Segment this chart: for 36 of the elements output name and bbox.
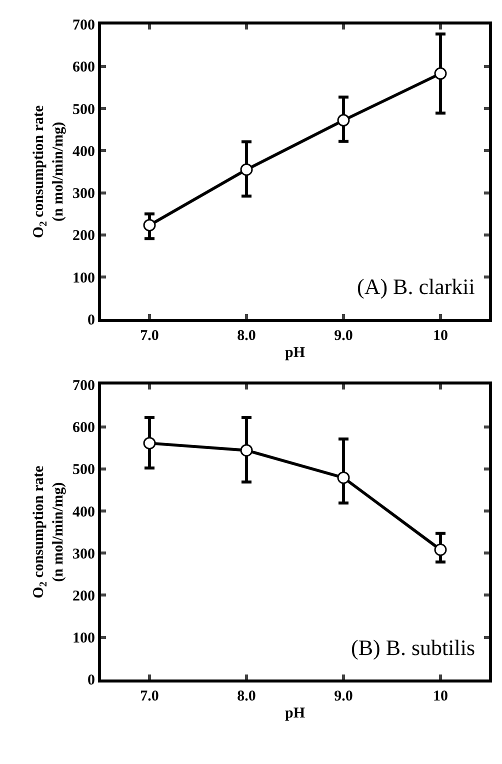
y-tick-label: 300 — [72, 186, 96, 202]
x-tick-label: 9.0 — [334, 328, 353, 344]
point — [434, 67, 447, 80]
point — [143, 436, 156, 450]
x-tick-label: 8.0 — [237, 328, 256, 344]
point — [337, 114, 350, 127]
x-tick-label: 8.0 — [237, 688, 256, 704]
point — [240, 444, 253, 457]
x-tick-label: 9.0 — [334, 688, 353, 704]
y-tick-label: 0 — [88, 312, 96, 328]
y-tick-label: 600 — [72, 60, 96, 76]
y-tick-label: 200 — [72, 228, 96, 244]
y-tick-label: 100 — [72, 270, 96, 286]
y-tick-label: 700 — [72, 18, 96, 34]
y-tick-label: 300 — [72, 546, 96, 562]
point — [240, 163, 253, 176]
x-tick-label: 10 — [433, 328, 448, 344]
y-tick-label: 500 — [72, 462, 96, 478]
x-tick-label: 7.0 — [140, 328, 159, 344]
annotation: (A) B. clarkii — [357, 274, 475, 299]
y-tick-label: 400 — [72, 504, 96, 520]
point — [434, 544, 447, 556]
y-tick-label: 400 — [72, 144, 96, 160]
x-axis-title: pH — [284, 705, 306, 722]
y-tick-label: 0 — [88, 672, 96, 689]
x-axis-title: pH — [284, 345, 306, 362]
y-tick-label: 600 — [72, 420, 96, 436]
annotation: (B) B. subtilis — [351, 635, 476, 660]
y-tick-label: 200 — [72, 588, 96, 604]
point — [143, 218, 156, 232]
point — [337, 471, 350, 484]
y-tick-label: 100 — [72, 630, 96, 647]
y-tick-label: 500 — [72, 102, 96, 118]
x-tick-label: 7.0 — [140, 688, 159, 704]
y-tick-label: 700 — [72, 378, 96, 394]
x-tick-label: 10 — [433, 688, 448, 704]
